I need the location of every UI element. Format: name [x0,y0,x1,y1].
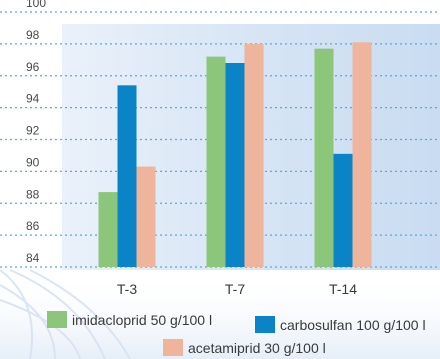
y-tick-label-100: 100 [26,0,46,10]
y-tick-label-92: 92 [26,124,40,138]
bar-acetamiprid-T-14 [352,42,372,267]
legend-item-acetamiprid: acetamiprid 30 g/100 l [163,339,326,356]
y-tick-label-98: 98 [26,28,40,42]
x-category-label-T-14: T-14 [329,281,357,297]
bars [98,42,372,267]
bar-carbosulfan-T-3 [117,85,137,267]
y-tick-label-94: 94 [26,92,40,106]
bar-imidacloprid-T-3 [98,192,118,267]
legend-label-carbosulfan: carbosulfan 100 g/100 l [280,316,426,333]
y-tick-label-96: 96 [26,60,40,74]
x-category-label-T-3: T-3 [117,281,137,297]
legend-item-imidacloprid: imidacloprid 50 g/100 l [47,311,212,328]
y-tick-label-88: 88 [26,187,40,201]
y-tick-label-84: 84 [26,251,40,265]
legend-item-carbosulfan: carbosulfan 100 g/100 l [255,316,426,333]
legend-swatch-imidacloprid [47,311,67,328]
y-axis-ticks: 84 86 88 90 92 94 96 98 100 [26,0,46,265]
legend-label-acetamiprid: acetamiprid 30 g/100 l [188,339,326,356]
bar-imidacloprid-T-7 [206,56,226,267]
bar-imidacloprid-T-14 [314,48,334,267]
bar-carbosulfan-T-14 [333,153,353,267]
legend-swatch-carbosulfan [255,316,275,333]
legend-label-imidacloprid: imidacloprid 50 g/100 l [72,311,213,328]
x-category-label-T-7: T-7 [225,281,245,297]
bar-acetamiprid-T-7 [244,43,264,267]
bar-acetamiprid-T-3 [136,166,156,267]
y-tick-label-86: 86 [26,219,40,233]
legend-swatch-acetamiprid [163,339,183,356]
bar-carbosulfan-T-7 [225,63,245,267]
y-tick-label-90: 90 [26,155,40,169]
x-axis-categories: T-3 T-7 T-14 [117,281,357,297]
